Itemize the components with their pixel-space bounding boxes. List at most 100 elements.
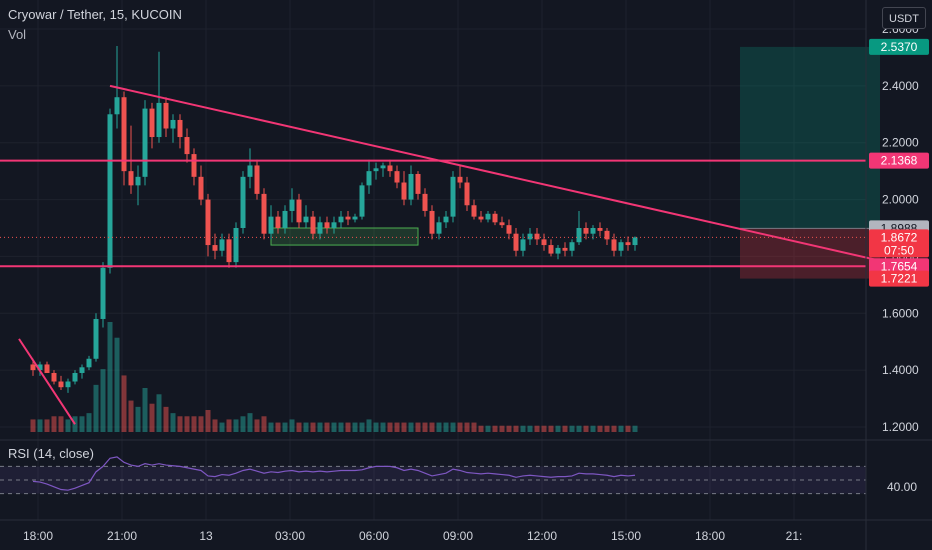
candle-body[interactable] xyxy=(436,222,442,234)
candle-body[interactable] xyxy=(485,213,491,220)
range-box[interactable] xyxy=(270,227,419,246)
candle-body[interactable] xyxy=(65,381,71,388)
candle-body[interactable] xyxy=(562,247,568,251)
candle-body[interactable] xyxy=(198,176,204,200)
candle-body[interactable] xyxy=(310,216,316,234)
candle-body[interactable] xyxy=(534,233,540,240)
candle-body[interactable] xyxy=(247,165,253,177)
candle-body[interactable] xyxy=(51,372,57,382)
candle-body[interactable] xyxy=(93,318,99,359)
candle-body[interactable] xyxy=(499,222,505,226)
candle-body[interactable] xyxy=(548,245,554,254)
candle-body[interactable] xyxy=(450,176,456,217)
candle-body[interactable] xyxy=(191,154,197,177)
candle-body[interactable] xyxy=(275,216,281,228)
position-target-zone[interactable] xyxy=(740,46,880,229)
candle-body[interactable] xyxy=(513,233,519,251)
currency-button[interactable]: USDT xyxy=(882,7,926,29)
candle-body[interactable] xyxy=(366,171,372,186)
candle-body[interactable] xyxy=(303,216,309,223)
candle-body[interactable] xyxy=(268,216,274,234)
candle-body[interactable] xyxy=(331,222,337,228)
candle-body[interactable] xyxy=(471,205,477,217)
candle-body[interactable] xyxy=(625,242,631,246)
candle-body[interactable] xyxy=(177,119,183,138)
candle-body[interactable] xyxy=(478,216,484,220)
candle-body[interactable] xyxy=(464,182,470,206)
candle-body[interactable] xyxy=(121,97,127,172)
price-badge[interactable] xyxy=(869,258,929,275)
candle-body[interactable] xyxy=(37,364,43,371)
candle-body[interactable] xyxy=(422,193,428,211)
candle-body[interactable] xyxy=(86,358,92,368)
candle-body[interactable] xyxy=(156,102,162,138)
candle-body[interactable] xyxy=(401,182,407,200)
candle-body[interactable] xyxy=(58,381,64,388)
trendline[interactable] xyxy=(109,84,916,270)
candle-body[interactable] xyxy=(163,102,169,129)
candle-body[interactable] xyxy=(359,185,365,217)
candle-body[interactable] xyxy=(520,239,526,251)
candle-body[interactable] xyxy=(212,245,218,251)
candle-body[interactable] xyxy=(324,222,330,228)
volume-label[interactable]: Vol xyxy=(8,27,27,42)
candle-body[interactable] xyxy=(107,114,113,268)
candle-body[interactable] xyxy=(114,97,120,115)
candle-body[interactable] xyxy=(79,367,85,373)
candle-body[interactable] xyxy=(317,222,323,234)
candle-body[interactable] xyxy=(128,171,134,186)
candle-body[interactable] xyxy=(394,171,400,183)
candle-body[interactable] xyxy=(184,137,190,155)
candle-body[interactable] xyxy=(72,372,78,382)
candle-body[interactable] xyxy=(408,173,414,200)
candle-body[interactable] xyxy=(387,165,393,172)
rsi-title[interactable]: RSI (14, close) xyxy=(8,446,94,461)
candle-body[interactable] xyxy=(289,199,295,211)
candle-body[interactable] xyxy=(506,225,512,234)
candle-body[interactable] xyxy=(296,199,302,223)
price-badge[interactable] xyxy=(869,152,929,169)
candle-body[interactable] xyxy=(345,216,351,220)
candle-body[interactable] xyxy=(100,267,106,319)
candle-body[interactable] xyxy=(373,168,379,172)
candle-body[interactable] xyxy=(233,228,239,263)
candle-body[interactable] xyxy=(429,210,435,234)
trendline[interactable] xyxy=(18,338,76,425)
candle-body[interactable] xyxy=(352,216,358,220)
symbol-title[interactable]: Cryowar / Tether, 15, KUCOIN xyxy=(8,7,182,22)
candle-body[interactable] xyxy=(443,216,449,223)
candle-body[interactable] xyxy=(219,239,225,251)
candle-body[interactable] xyxy=(611,239,617,251)
price-badge[interactable] xyxy=(869,38,929,55)
candle-body[interactable] xyxy=(492,213,498,223)
candle-body[interactable] xyxy=(142,108,148,177)
candle-body[interactable] xyxy=(135,176,141,186)
candle-body[interactable] xyxy=(415,173,421,194)
candle-body[interactable] xyxy=(457,176,463,183)
candle-body[interactable] xyxy=(569,242,575,251)
candle-body[interactable] xyxy=(261,193,267,234)
candle-body[interactable] xyxy=(597,228,603,231)
candle-body[interactable] xyxy=(576,228,582,243)
price-badge[interactable] xyxy=(869,229,929,258)
candle-body[interactable] xyxy=(583,228,589,234)
candle-body[interactable] xyxy=(149,108,155,138)
candle-body[interactable] xyxy=(44,364,50,373)
candle-body[interactable] xyxy=(541,239,547,246)
candle-body[interactable] xyxy=(205,199,211,246)
candle-body[interactable] xyxy=(240,176,246,228)
candle-body[interactable] xyxy=(226,239,232,263)
candle-body[interactable] xyxy=(282,210,288,228)
candle-body[interactable] xyxy=(590,228,596,234)
candle-body[interactable] xyxy=(618,242,624,251)
candle-body[interactable] xyxy=(254,165,260,194)
rsi-line[interactable] xyxy=(32,456,636,491)
candle-body[interactable] xyxy=(170,119,176,129)
candle-body[interactable] xyxy=(604,230,610,240)
candle-body[interactable] xyxy=(338,216,344,223)
candle-body[interactable] xyxy=(632,237,638,246)
position-stop-zone[interactable] xyxy=(740,228,880,279)
candle-body[interactable] xyxy=(527,233,533,240)
candle-body[interactable] xyxy=(380,165,386,169)
candle-body[interactable] xyxy=(555,247,561,254)
